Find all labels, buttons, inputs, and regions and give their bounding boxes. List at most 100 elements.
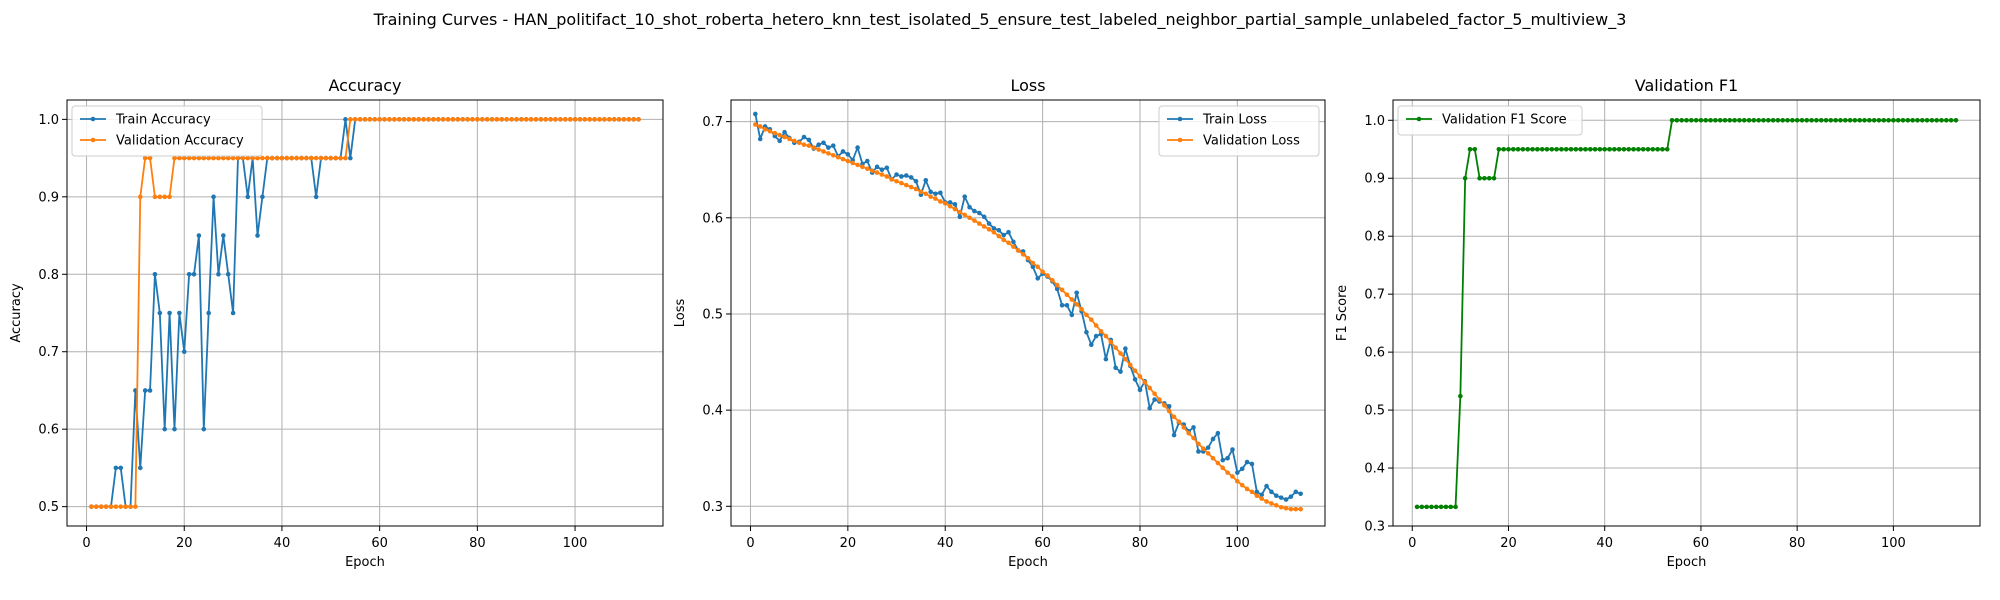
data-point xyxy=(996,228,1002,233)
data-point xyxy=(245,155,251,161)
data-point xyxy=(1123,356,1128,362)
data-point xyxy=(879,172,885,177)
x-axis-label: Epoch xyxy=(1667,555,1707,570)
data-point xyxy=(1132,368,1138,374)
data-point xyxy=(1118,369,1123,374)
data-point xyxy=(1118,351,1123,356)
data-point xyxy=(1520,146,1526,152)
legend-marker xyxy=(1177,137,1183,143)
data-point xyxy=(850,160,856,166)
data-point xyxy=(1554,146,1559,152)
data-point xyxy=(191,155,197,161)
data-point xyxy=(1006,240,1011,246)
data-point xyxy=(313,155,319,161)
data-point xyxy=(221,155,226,161)
data-point xyxy=(1664,146,1670,152)
data-point xyxy=(874,170,880,175)
data-point xyxy=(1059,287,1065,293)
data-point xyxy=(1186,430,1191,436)
data-point xyxy=(445,117,451,122)
x-tick-label: 0 xyxy=(1408,536,1416,551)
data-point xyxy=(338,155,343,161)
data-point xyxy=(411,117,417,122)
data-point xyxy=(1152,391,1157,397)
data-point xyxy=(1761,117,1766,123)
data-point xyxy=(991,226,997,231)
x-tick-label: 20 xyxy=(1500,536,1517,551)
data-point xyxy=(1040,269,1045,274)
data-point xyxy=(1274,493,1279,499)
data-point xyxy=(903,173,909,178)
data-point xyxy=(894,178,899,184)
data-point xyxy=(874,164,880,170)
y-tick-label: 0.5 xyxy=(702,307,723,322)
data-point xyxy=(186,155,192,161)
x-tick-label: 40 xyxy=(937,536,954,551)
data-point xyxy=(1847,117,1853,123)
data-point xyxy=(1196,441,1201,447)
data-point xyxy=(221,233,226,238)
data-point xyxy=(1689,117,1694,123)
y-tick-label: 0.5 xyxy=(1364,404,1385,419)
data-point xyxy=(157,310,163,316)
y-tick-label: 0.9 xyxy=(38,190,59,205)
data-point xyxy=(1828,117,1834,123)
data-point xyxy=(1171,414,1177,420)
data-point xyxy=(957,209,963,215)
data-point xyxy=(1278,495,1284,500)
data-point xyxy=(1205,445,1211,450)
data-point xyxy=(1915,117,1920,123)
legend-label-train-accuracy: Train Accuracy xyxy=(115,113,211,128)
data-point xyxy=(1225,455,1230,461)
data-point xyxy=(1220,457,1226,463)
data-point xyxy=(1045,273,1050,278)
data-point xyxy=(1491,175,1497,181)
legend xyxy=(1397,105,1583,136)
data-point xyxy=(177,155,182,161)
data-point xyxy=(806,143,812,148)
data-point xyxy=(860,164,865,170)
data-point xyxy=(830,152,836,158)
data-point xyxy=(1674,117,1680,123)
data-point xyxy=(592,117,597,122)
data-point xyxy=(147,155,153,161)
data-point xyxy=(225,155,231,161)
data-point xyxy=(577,117,583,122)
data-point xyxy=(1713,117,1718,123)
data-point xyxy=(981,224,987,229)
x-tick-label: 20 xyxy=(840,536,857,551)
data-point xyxy=(1549,146,1555,152)
y-tick-label: 0.4 xyxy=(702,404,723,419)
data-point xyxy=(1166,408,1172,414)
data-point xyxy=(840,149,846,154)
data-point xyxy=(1737,117,1742,123)
data-point xyxy=(1123,346,1128,351)
data-point xyxy=(918,189,924,195)
data-point xyxy=(167,194,172,200)
data-point xyxy=(1239,482,1245,488)
data-point xyxy=(1876,117,1882,123)
data-point xyxy=(1288,494,1294,499)
data-point xyxy=(1050,278,1055,283)
data-point xyxy=(1210,436,1216,442)
data-point xyxy=(1064,292,1070,298)
data-point xyxy=(494,117,500,122)
data-point xyxy=(504,117,509,122)
data-point xyxy=(465,117,470,122)
data-point xyxy=(142,155,148,161)
validation-f1-chart: Validation F1 Epoch F1 Score 0 20 40 60 80 10… xyxy=(1335,76,1981,570)
x-axis-label: Epoch xyxy=(345,555,385,570)
data-point xyxy=(118,465,124,471)
x-tick-label: 60 xyxy=(1034,536,1051,551)
data-point xyxy=(908,175,914,180)
x-tick-label: 80 xyxy=(1789,536,1806,551)
data-point xyxy=(1559,146,1564,152)
data-point xyxy=(826,145,831,150)
data-point xyxy=(177,310,182,316)
data-point xyxy=(1535,146,1540,152)
data-point xyxy=(333,155,338,161)
data-point xyxy=(1515,146,1521,152)
data-point xyxy=(1127,362,1133,368)
data-point xyxy=(1079,306,1084,312)
